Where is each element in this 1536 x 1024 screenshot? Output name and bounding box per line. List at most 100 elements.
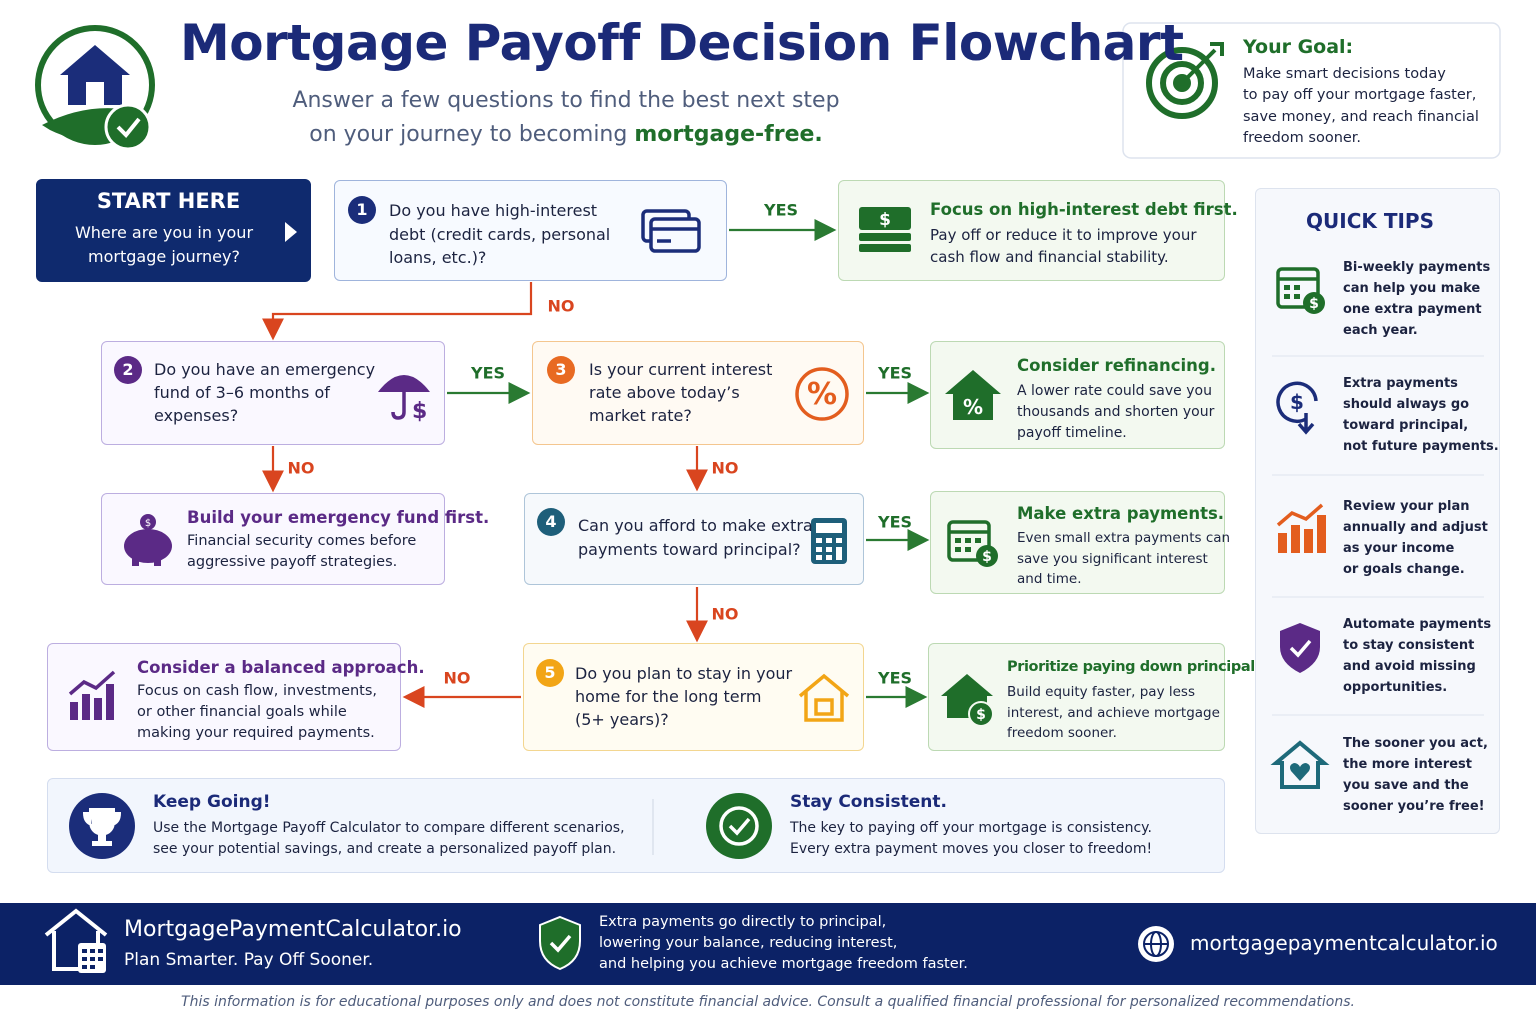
outcome-box (47, 643, 401, 751)
text-line: cash flow and financial stability. (930, 248, 1169, 266)
piggy-icon: $ (124, 514, 172, 566)
text-line: Financial security comes before (187, 533, 417, 549)
svg-text:$: $ (412, 399, 427, 424)
text-line: or goals change. (1343, 562, 1465, 577)
question-text: Do you plan to stay in your home for the … (575, 662, 792, 731)
question-number: 2 (114, 356, 142, 384)
goal-box (1122, 22, 1501, 159)
text-line: aggressive payoff strategies. (187, 554, 398, 570)
text-line: Extra payments (1343, 376, 1458, 391)
edge-label: NO (711, 604, 739, 624)
footer-message: Extra payments go directly to principal,… (599, 912, 968, 975)
start-title: START HERE (96, 189, 241, 213)
text-line: each year. (1343, 323, 1418, 338)
edge-label: NO (547, 296, 575, 316)
subtitle-line: on your journey to becoming mortgage-fre… (216, 122, 916, 147)
text-line: save you significant interest (1017, 550, 1208, 567)
tips-panel: $ $ (1255, 188, 1500, 834)
svg-text:$: $ (982, 549, 992, 565)
text-line: payoff timeline. (1017, 425, 1127, 441)
text-line: Focus on cash flow, investments, (137, 683, 378, 699)
text-line: Do you have high-interest (389, 201, 598, 220)
text-line: market rate? (589, 406, 692, 425)
question-box (334, 180, 727, 281)
outcome-text: Build equity faster, pay less interest, a… (1007, 682, 1220, 744)
question-box: $ (101, 341, 445, 445)
banner-title: Stay Consistent. (790, 792, 947, 812)
svg-text:$: $ (1309, 296, 1319, 312)
text-line: and time. (1017, 571, 1082, 587)
footer-brand: MortgagePaymentCalculator.io (124, 917, 462, 942)
tip-text: Extra payments should always go toward pri… (1343, 373, 1499, 457)
text-line: freedom sooner. (1243, 129, 1362, 146)
house-percent-icon: % (945, 370, 1001, 420)
tips-title: QUICK TIPS (1306, 209, 1434, 233)
arrows (262, 219, 930, 708)
text-line: Do you have an emergency (154, 360, 376, 379)
outcome-text: Even small extra payments can save you si… (1017, 528, 1230, 590)
text-line: freedom sooner. (1007, 725, 1117, 741)
text-line: Every extra payment moves you closer to … (790, 841, 1153, 857)
banner-title: Keep Going! (153, 792, 271, 812)
edge-label: NO (711, 458, 739, 478)
edge-label: YES (470, 363, 506, 383)
text-line: or other financial goals while (137, 704, 347, 720)
text-line: thousands and shorten your (1017, 404, 1215, 420)
edge-label: NO (287, 458, 315, 478)
question-box (523, 643, 864, 751)
svg-text:%: % (807, 377, 837, 412)
edge-label: YES (877, 668, 913, 688)
banner-text: Use the Mortgage Payoff Calculator to co… (153, 818, 625, 860)
outcome-title: Prioritize paying down principal. (1007, 659, 1260, 675)
footer-icons (44, 908, 1174, 973)
text-line: Is your current interest (589, 360, 773, 379)
text-line: as your income (1343, 541, 1455, 556)
text-line: fund of 3–6 months of (154, 383, 330, 402)
text-line: rate above today’s (589, 383, 740, 402)
text-line: save money, and reach financial (1243, 108, 1479, 125)
text-line: and helping you achieve mortgage freedom… (599, 956, 968, 972)
house-icon (798, 673, 850, 722)
money-icon: $ (859, 207, 911, 252)
question-number: 5 (536, 659, 564, 687)
text-line: see your potential savings, and create a… (153, 841, 617, 857)
question-text: Is your current interest rate above today… (589, 358, 772, 427)
text-line: toward principal, (1343, 418, 1469, 433)
outcome-title: Make extra payments. (1017, 504, 1225, 523)
text-line: Bi-weekly payments (1343, 260, 1491, 275)
text-line: Review your plan (1343, 499, 1470, 514)
growth-chart-icon (68, 670, 116, 720)
svg-text:$: $ (1290, 390, 1304, 414)
text-line: Can you afford to make extra (578, 516, 813, 535)
text-line: Make smart decisions today (1243, 66, 1446, 82)
tip-text: Automate payments to stay consistent and a… (1343, 614, 1491, 698)
edge-label: YES (877, 512, 913, 532)
text-line: Build equity faster, pay less (1007, 684, 1195, 700)
percent-icon: % (795, 367, 849, 421)
card-icon (641, 209, 701, 253)
edge-label: NO (443, 668, 471, 688)
logo (35, 25, 155, 151)
target-icon (1146, 42, 1224, 119)
question-number: 3 (547, 356, 575, 384)
text-line: The key to paying off your mortgage is c… (790, 820, 1152, 836)
text-line: Do you plan to stay in your (575, 664, 793, 683)
text-line: Pay off or reduce it to improve your (930, 226, 1197, 244)
tip-text: Review your plan annually and adjust as yo… (1343, 496, 1488, 580)
text-line: Where are you in your (74, 223, 254, 242)
text-line: home for the long term (575, 687, 762, 706)
question-text: Do you have high-interest debt (credit ca… (389, 199, 610, 270)
tip-icons: $ $ (1270, 267, 1484, 789)
footer-url[interactable]: mortgagepaymentcalculator.io (1190, 931, 1498, 955)
text-line: Automate payments (1343, 617, 1492, 632)
question-box (524, 493, 864, 585)
text-line: The sooner you act, (1343, 736, 1488, 751)
text-line: to pay off your mortgage faster, (1243, 87, 1477, 104)
text-line: opportunities. (1343, 680, 1448, 695)
outcome-text: Pay off or reduce it to improve your cash… (930, 224, 1197, 268)
text-line: payments toward principal? (578, 540, 801, 559)
text-line: debt (credit cards, personal (389, 224, 611, 244)
question-box: % (532, 341, 864, 445)
